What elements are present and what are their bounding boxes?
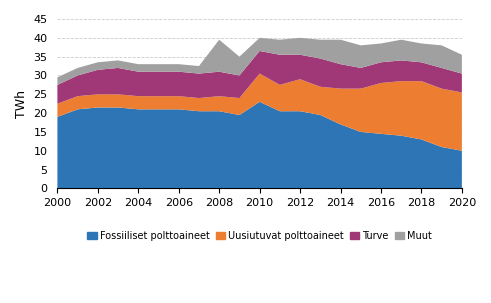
Legend: Fossiiliset polttoaineet, Uusiutuvat polttoaineet, Turve, Muut: Fossiiliset polttoaineet, Uusiutuvat pol… xyxy=(83,227,436,245)
Y-axis label: TWh: TWh xyxy=(15,90,28,118)
